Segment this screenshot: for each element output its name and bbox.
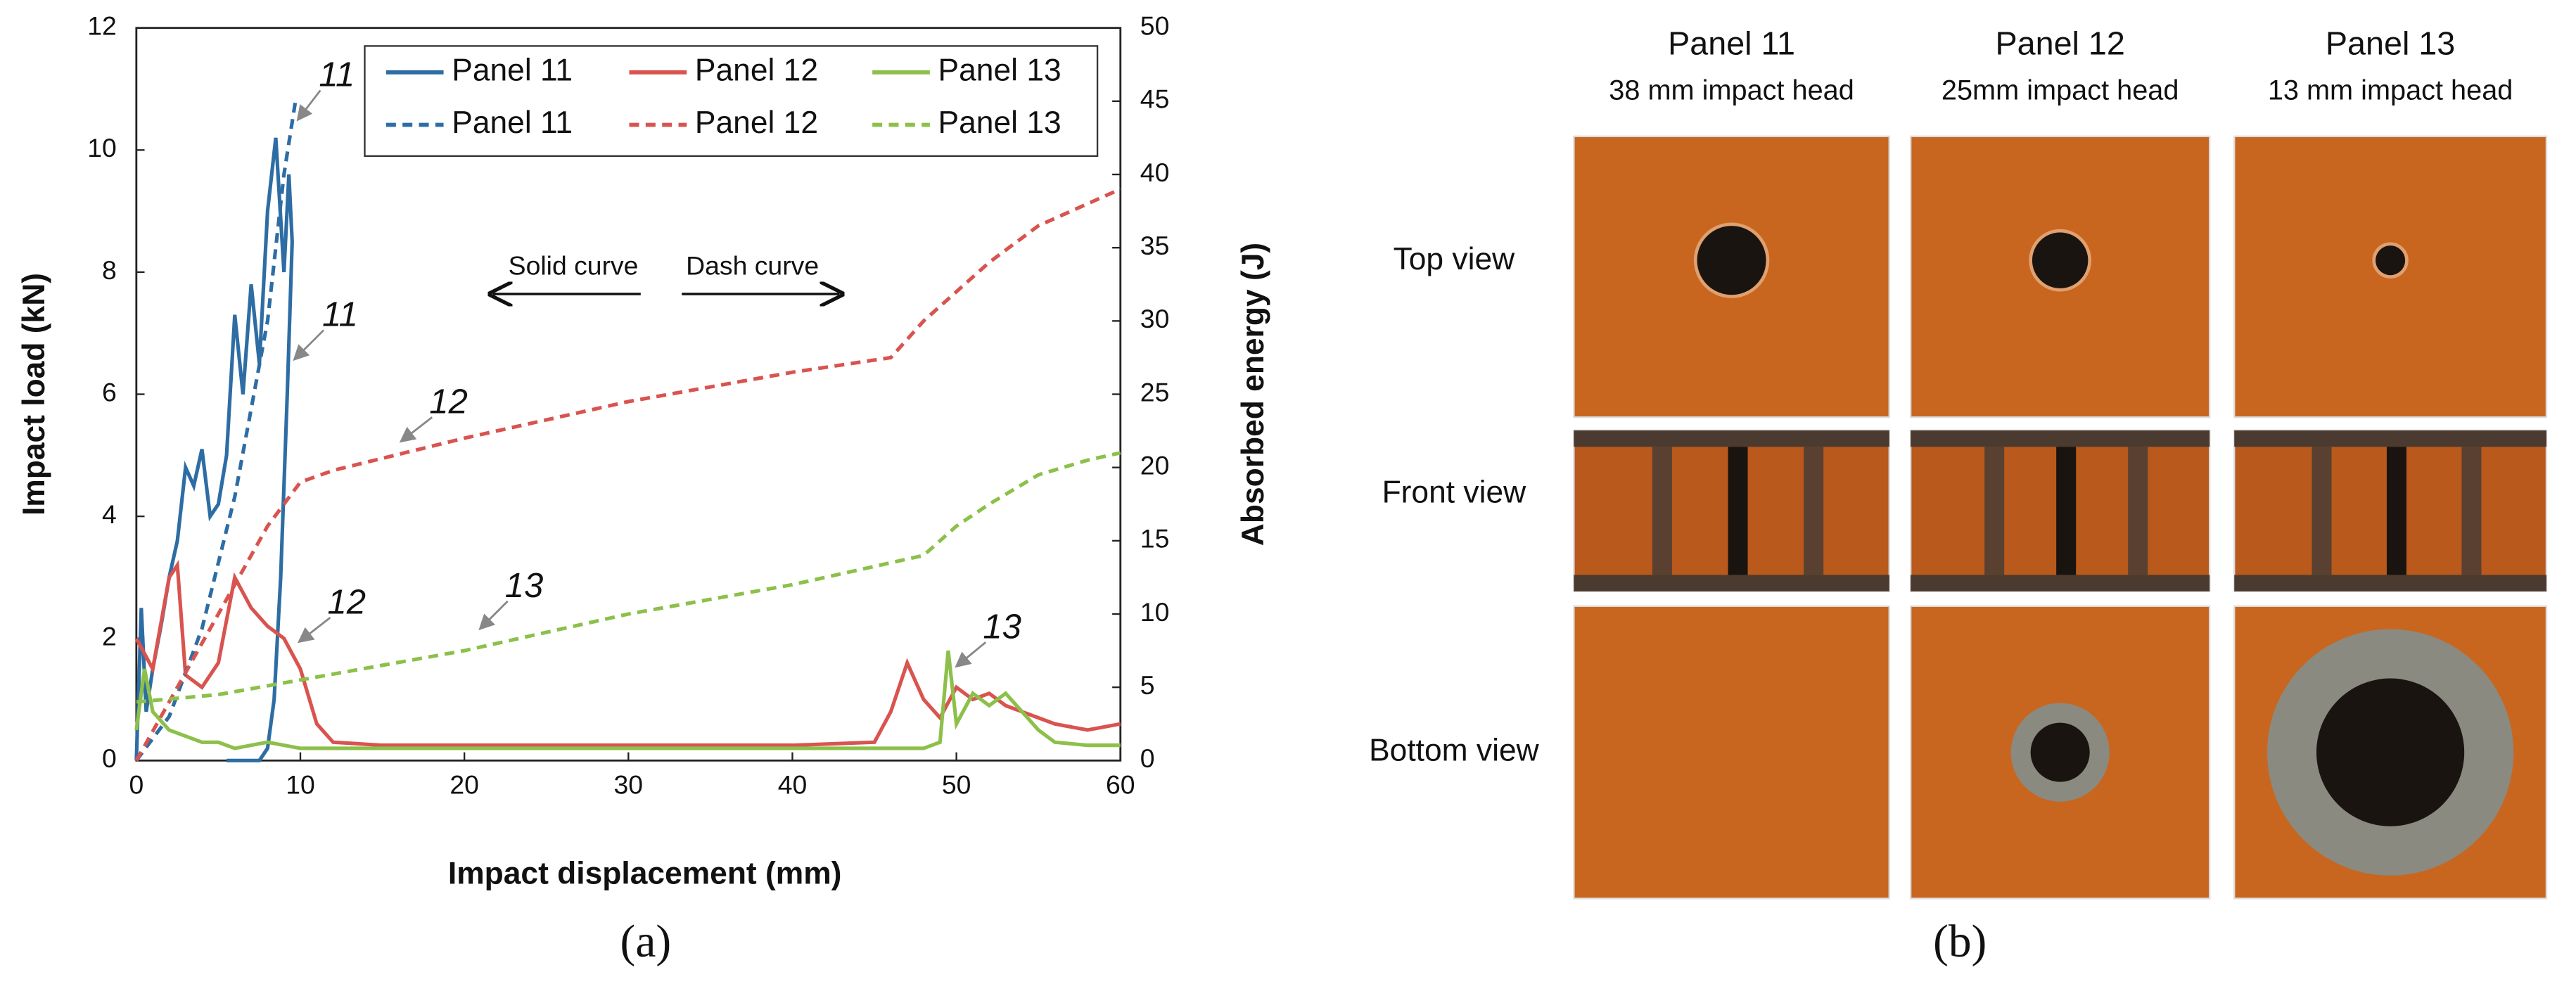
- legend-label: Panel 11: [452, 53, 573, 87]
- y-tick-label: 4: [102, 499, 117, 529]
- row-label: Bottom view: [1369, 733, 1540, 767]
- column-title: Panel 13: [2326, 25, 2455, 62]
- annotation-arrow: [399, 416, 433, 443]
- y2-tick-label: 40: [1140, 158, 1170, 187]
- y2-tick-label: 5: [1140, 670, 1155, 700]
- legend-label: Panel 11: [452, 106, 573, 140]
- row-label: Top view: [1394, 242, 1516, 276]
- photo-web: [1728, 447, 1748, 575]
- photo-web: [2386, 447, 2406, 575]
- photo-edge: [2234, 430, 2546, 447]
- photo-hole: [2029, 229, 2092, 292]
- panel-label: (b): [1933, 916, 1987, 967]
- y2-tick-label: 25: [1140, 377, 1170, 407]
- photo-hole: [2030, 722, 2090, 782]
- annotation: 13: [505, 567, 544, 605]
- photo: [1573, 605, 1890, 900]
- annotation-arrow: [955, 641, 987, 668]
- photo-hole: [2316, 678, 2465, 826]
- column-title: Panel 11: [1668, 25, 1795, 62]
- photo-web: [1652, 447, 1672, 575]
- column-subtitle: 38 mm impact head: [1609, 75, 1854, 106]
- y-axis-label: Impact load (kN): [17, 273, 51, 516]
- photo-edge: [1574, 430, 1889, 447]
- photo-hole: [2372, 242, 2409, 279]
- photo-web: [1984, 447, 2005, 575]
- x-tick-label: 10: [286, 770, 315, 800]
- x-tick-label: 50: [942, 770, 971, 800]
- photo-edge: [1574, 575, 1889, 592]
- series-line: [134, 650, 1121, 750]
- photo-web: [2461, 447, 2482, 575]
- photo-edge: [1911, 430, 2210, 447]
- annotation: 13: [983, 608, 1021, 646]
- y-tick-label: 6: [102, 377, 117, 407]
- annotation-arrow: [293, 329, 325, 362]
- annotation-arrow: [296, 89, 321, 122]
- legend-box: [364, 45, 1099, 158]
- photo-hole: [1693, 222, 1770, 298]
- photo-web: [2128, 447, 2148, 575]
- y-tick-label: 0: [102, 743, 117, 773]
- row-label: Front view: [1382, 475, 1527, 510]
- x-tick-label: 20: [449, 770, 479, 800]
- legend-label: Panel 13: [938, 106, 1061, 140]
- x-tick-label: 60: [1106, 770, 1135, 800]
- photo-edge: [1911, 575, 2210, 592]
- annotation: 12: [328, 583, 366, 621]
- y2-tick-label: 20: [1140, 451, 1170, 480]
- y2-tick-label: 50: [1140, 11, 1170, 41]
- annotation-arrow: [478, 600, 509, 631]
- y2-tick-label: 10: [1140, 597, 1170, 627]
- photo-web: [2056, 447, 2077, 575]
- x-tick-label: 0: [129, 770, 144, 800]
- series-line: [134, 559, 1121, 748]
- panel-label: (a): [620, 916, 672, 967]
- x-tick-label: 30: [614, 770, 644, 800]
- x-tick-label: 40: [778, 770, 808, 800]
- annotation: 11: [322, 296, 358, 334]
- y2-tick-label: 35: [1140, 231, 1170, 260]
- photo-web: [1804, 447, 1824, 575]
- y-tick-label: 2: [102, 622, 117, 651]
- series-line: [136, 451, 1121, 704]
- photo-web: [2312, 447, 2332, 575]
- y-tick-label: 8: [102, 255, 117, 285]
- y2-tick-label: 15: [1140, 524, 1170, 554]
- annotation: Solid curve: [509, 251, 639, 281]
- annotation: 12: [429, 383, 468, 421]
- annotation-arrow: [297, 617, 331, 644]
- legend-label: Panel 13: [938, 53, 1061, 87]
- y2-tick-label: 0: [1140, 743, 1155, 773]
- column-subtitle: 25mm impact head: [1941, 75, 2179, 106]
- annotation: 11: [319, 56, 355, 94]
- legend-label: Panel 12: [695, 53, 818, 87]
- column-title: Panel 12: [1996, 25, 2125, 62]
- x-axis-label: Impact displacement (mm): [448, 857, 842, 891]
- y-tick-label: 12: [87, 11, 117, 41]
- legend-label: Panel 12: [695, 106, 818, 140]
- y2-tick-label: 30: [1140, 304, 1170, 333]
- photo-edge: [2234, 575, 2546, 592]
- column-subtitle: 13 mm impact head: [2268, 75, 2513, 106]
- annotation: Dash curve: [686, 251, 819, 281]
- series-line: [134, 101, 298, 762]
- y2-axis-label: Absorbed energy (J): [1236, 243, 1270, 546]
- series-line: [134, 187, 1121, 762]
- y-tick-label: 10: [87, 133, 117, 162]
- y2-tick-label: 45: [1140, 84, 1170, 114]
